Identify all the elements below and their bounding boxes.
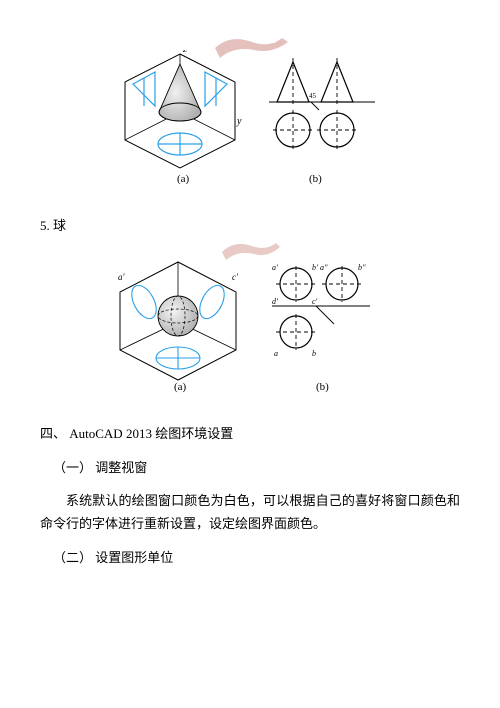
figure-cone: z y — [40, 50, 460, 192]
fig1-caption-a: (a) — [177, 173, 190, 185]
svg-text:d': d' — [272, 297, 278, 306]
fig2-caption-a: (a) — [174, 381, 187, 393]
figure-sphere: a' c' (a) a' b' d' c' a'' b'' — [40, 258, 460, 400]
svg-text:b: b — [312, 349, 316, 358]
svg-text:a'': a'' — [320, 263, 328, 272]
subsection-1-title: （一） 调整视窗 — [40, 456, 460, 479]
svg-text:a': a' — [272, 263, 278, 272]
svg-text:b'': b'' — [358, 263, 366, 272]
axis-y: y — [236, 116, 242, 127]
fig1-caption-b: (b) — [309, 173, 322, 185]
axis-z: z — [182, 50, 187, 55]
paragraph-window-color: 系统默认的绘图窗口颜色为白色，可以根据自己的喜好将窗口颜色和命令行的字体进行重新… — [40, 489, 460, 536]
svg-text:b': b' — [312, 263, 318, 272]
svg-text:a': a' — [118, 272, 126, 282]
fig2-caption-b: (b) — [316, 381, 329, 393]
svg-text:c': c' — [232, 272, 239, 282]
svg-text:c': c' — [312, 297, 318, 306]
svg-text:a: a — [274, 349, 278, 358]
subsection-2-title: （二） 设置图形单位 — [40, 546, 460, 569]
section-4-title: 四、 AutoCAD 2013 绘图环境设置 — [40, 422, 460, 445]
svg-text:45: 45 — [309, 92, 317, 100]
item-5-sphere: 5. 球 — [40, 214, 460, 237]
